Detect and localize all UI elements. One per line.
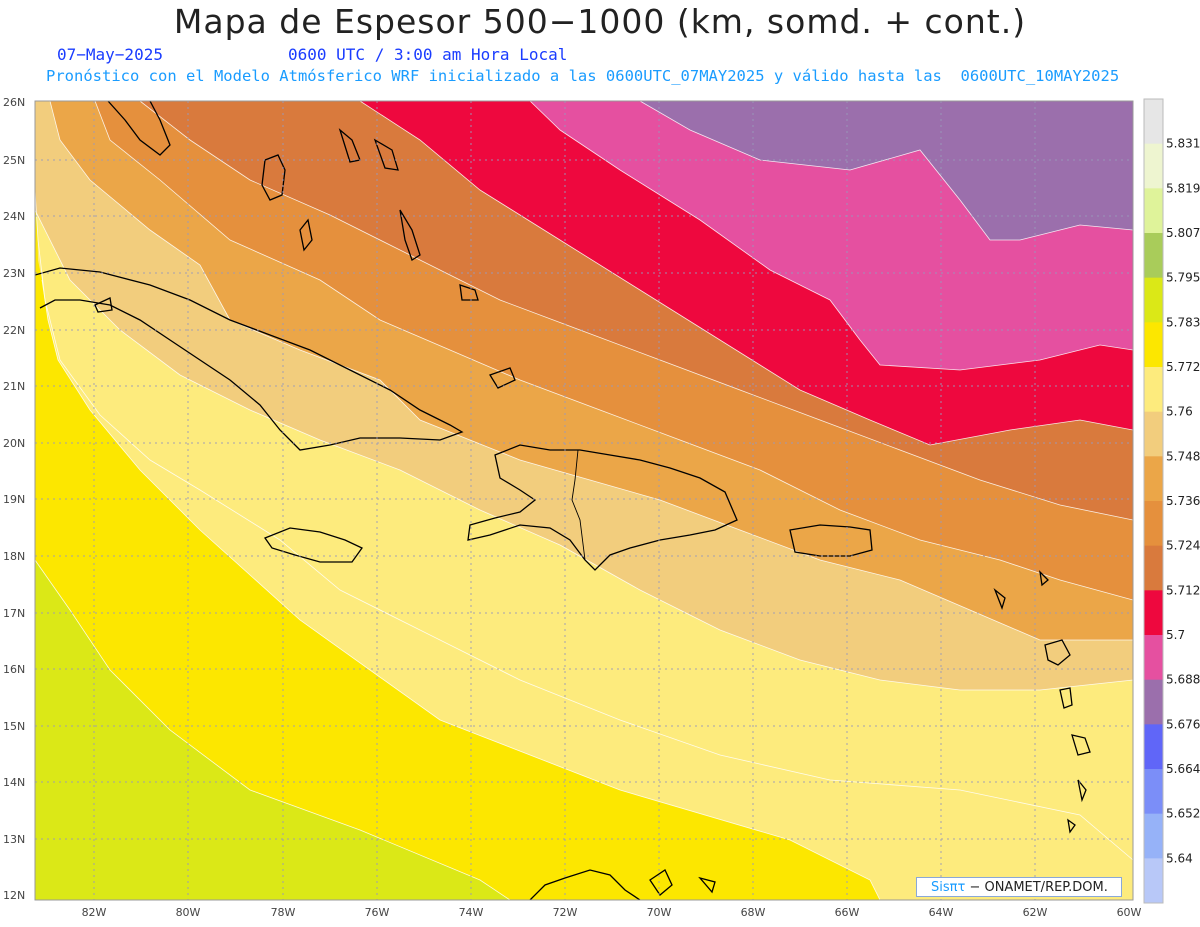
colorbar-swatch — [1144, 635, 1163, 681]
lon-tick-label: 60W — [1117, 906, 1142, 919]
colorbar-swatch — [1144, 188, 1163, 234]
colorbar-swatch — [1144, 545, 1163, 591]
lat-tick-label: 14N — [3, 776, 25, 789]
colorbar-swatch — [1144, 724, 1163, 770]
colorbar-swatch — [1144, 858, 1163, 904]
colorbar-swatch — [1144, 769, 1163, 815]
colorbar-label: 5.7 — [1166, 628, 1185, 642]
colorbar-swatch — [1144, 233, 1163, 279]
colorbar-label: 5.819 — [1166, 181, 1200, 195]
colorbar-label: 5.795 — [1166, 271, 1200, 285]
band-5-676 — [640, 101, 1133, 240]
lat-tick-label: 12N — [3, 889, 25, 902]
colorbar-swatch — [1144, 411, 1163, 457]
colorbar-label: 5.807 — [1166, 226, 1200, 240]
thickness-fill — [35, 101, 1133, 900]
colorbar-swatch — [1144, 322, 1163, 368]
lat-tick-label: 13N — [3, 833, 25, 846]
lat-tick-label: 20N — [3, 437, 25, 450]
colorbar-swatch — [1144, 143, 1163, 189]
lat-tick-label: 22N — [3, 324, 25, 337]
colorbar-swatch — [1144, 679, 1163, 725]
colorbar-swatch — [1144, 813, 1163, 859]
onamet-credit: − ONAMET/REP.DOM. — [969, 880, 1108, 895]
model-description: Pronóstico con el Modelo Atmósferico WRF… — [46, 67, 1120, 85]
longitude-axis: 82W 80W 78W 76W 74W 72W 70W 68W 66W 64W … — [82, 906, 1142, 919]
forecast-time: 0600 UTC / 3:00 am Hora Local — [288, 45, 568, 64]
lat-tick-label: 15N — [3, 720, 25, 733]
lon-tick-label: 68W — [741, 906, 766, 919]
lon-tick-label: 76W — [365, 906, 390, 919]
colorbar-swatch — [1144, 99, 1163, 145]
onamet-logo: Sisπτ − ONAMET/REP.DOM. — [916, 877, 1122, 897]
latitude-axis: 26N 25N 24N 23N 22N 21N 20N 19N 18N 17N … — [3, 96, 25, 902]
lon-tick-label: 64W — [929, 906, 954, 919]
lat-tick-label: 17N — [3, 607, 25, 620]
lon-tick-label: 62W — [1023, 906, 1048, 919]
colorbar-swatch — [1144, 590, 1163, 636]
colorbar-label: 5.652 — [1166, 807, 1200, 821]
colorbar-label: 5.748 — [1166, 449, 1200, 463]
lat-tick-label: 19N — [3, 493, 25, 506]
colorbar-swatch — [1144, 456, 1163, 502]
colorbar-label: 5.783 — [1166, 315, 1200, 329]
lat-tick-label: 23N — [3, 267, 25, 280]
colorbar-label: 5.724 — [1166, 539, 1200, 553]
lon-tick-label: 66W — [835, 906, 860, 919]
lon-tick-label: 74W — [459, 906, 484, 919]
lat-tick-label: 16N — [3, 663, 25, 676]
colorbar-label: 5.76 — [1166, 405, 1193, 419]
map-title: Mapa de Espesor 500−1000 (km, somd. + co… — [173, 2, 1027, 41]
colorbar-label: 5.712 — [1166, 583, 1200, 597]
colorbar-label: 5.772 — [1166, 360, 1200, 374]
lon-tick-label: 80W — [176, 906, 201, 919]
colorbar-label: 5.688 — [1166, 673, 1200, 687]
forecast-date: 07−May−2025 — [57, 45, 163, 64]
lon-tick-label: 70W — [647, 906, 672, 919]
sispi-brand: Sisπτ — [931, 880, 966, 895]
lon-tick-label: 72W — [553, 906, 578, 919]
colorbar-label: 5.64 — [1166, 851, 1193, 865]
lon-tick-label: 78W — [271, 906, 296, 919]
band-5-795b — [35, 560, 510, 900]
colorbar-label: 5.736 — [1166, 494, 1200, 508]
lon-tick-label: 82W — [82, 906, 107, 919]
band-5-783 — [35, 101, 880, 900]
lat-tick-label: 26N — [3, 96, 25, 109]
lat-tick-label: 21N — [3, 380, 25, 393]
colorbar-swatch — [1144, 277, 1163, 323]
lat-tick-label: 25N — [3, 154, 25, 167]
colorbar-frame — [1143, 98, 1164, 904]
lat-tick-label: 24N — [3, 210, 25, 223]
colorbar-swatch — [1144, 367, 1163, 413]
colorbar: 5.831 5.819 5.807 5.795 5.783 5.772 5.76 5.748 5… — [1143, 98, 1200, 904]
colorbar-label: 5.664 — [1166, 762, 1200, 776]
colorbar-label: 5.831 — [1166, 137, 1200, 151]
lat-tick-label: 18N — [3, 550, 25, 563]
colorbar-label: 5.676 — [1166, 717, 1200, 731]
colorbar-swatch — [1144, 501, 1163, 547]
